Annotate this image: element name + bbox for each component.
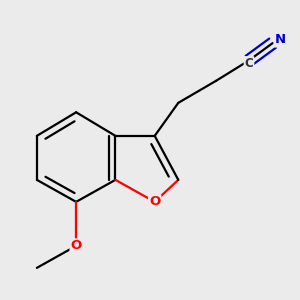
Text: O: O xyxy=(70,239,82,252)
Text: O: O xyxy=(149,195,160,208)
Text: N: N xyxy=(275,34,286,46)
Text: C: C xyxy=(244,57,253,70)
